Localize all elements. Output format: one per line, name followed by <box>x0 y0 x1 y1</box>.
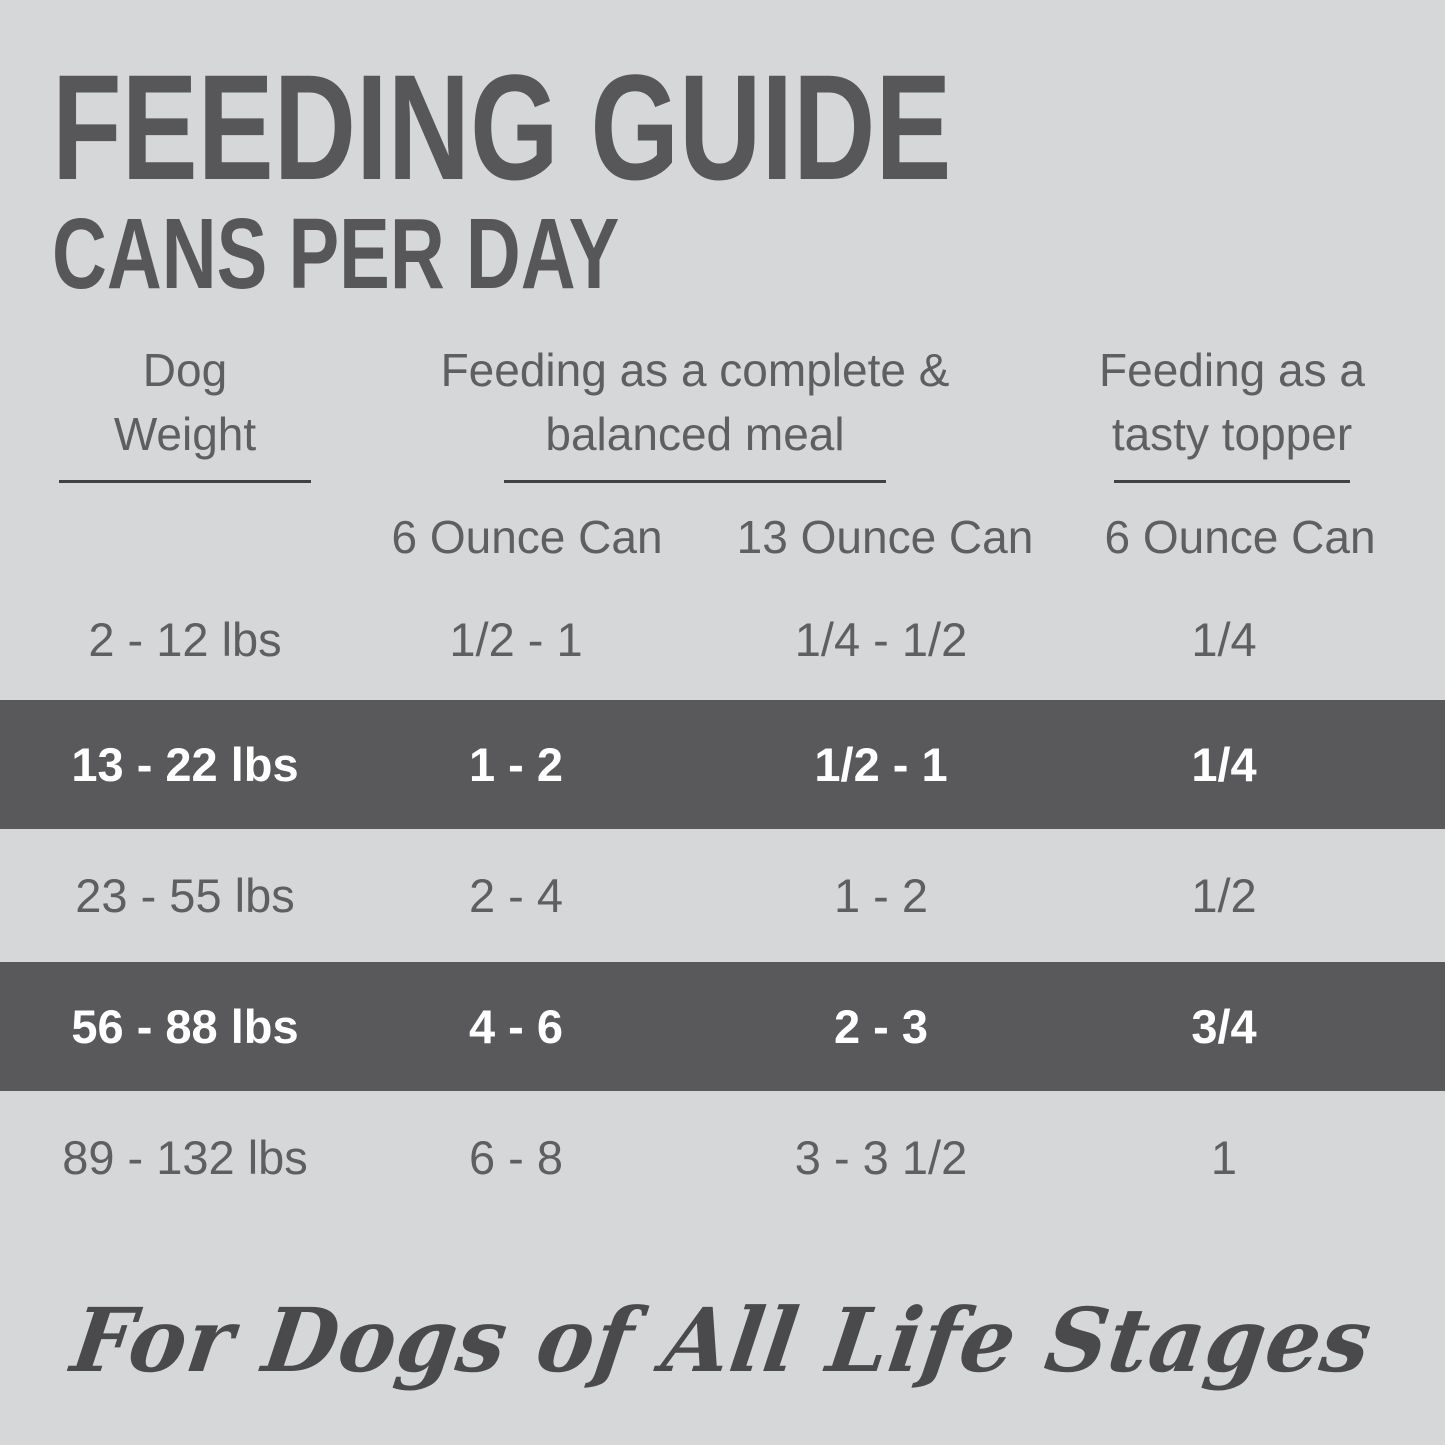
cell-6oz-topper: 1 <box>1210 1131 1238 1184</box>
cell-weight-range: 56 - 88 lbs <box>71 1000 299 1053</box>
cell-6oz-meal: 2 - 4 <box>468 869 564 922</box>
column-header-dog-weight: Dog Weight <box>0 338 370 483</box>
table-row: 2 - 12 lbs 1/2 - 1 1/4 - 1/2 1/4 <box>0 578 1445 700</box>
column-header-tasty-topper: Feeding as a tasty topper <box>1062 338 1402 483</box>
column-header-complete-meal-label: Feeding as a complete & balanced meal <box>440 344 950 460</box>
cell-6oz-meal: 4 - 6 <box>468 1000 564 1053</box>
cell-6oz-meal: 1/2 - 1 <box>449 612 583 666</box>
column-header-dog-weight-label: Dog Weight <box>113 344 257 460</box>
cell-6oz-topper: 3/4 <box>1191 1000 1257 1053</box>
cell-13oz-meal: 1/4 - 1/2 <box>794 612 968 666</box>
underline-rule <box>59 480 311 483</box>
column-header-complete-meal: Feeding as a complete & balanced meal <box>400 338 990 483</box>
cell-6oz-meal: 6 - 8 <box>468 1131 564 1184</box>
subheader-6oz-meal: 6 Ounce Can <box>391 511 663 563</box>
cell-13oz-meal: 2 - 3 <box>833 1000 929 1053</box>
underline-rule <box>504 480 886 483</box>
cell-weight-range: 89 - 132 lbs <box>62 1131 308 1184</box>
tagline-all-life-stages: For Dogs of All Life Stages <box>66 1288 1379 1392</box>
table-row-highlighted: 13 - 22 lbs 1 - 2 1/2 - 1 1/4 <box>0 700 1445 829</box>
underline-rule <box>1114 480 1350 483</box>
cell-6oz-topper: 1/4 <box>1191 612 1257 666</box>
cell-6oz-meal: 1 - 2 <box>468 738 564 791</box>
table-row-highlighted: 56 - 88 lbs 4 - 6 2 - 3 3/4 <box>0 962 1445 1091</box>
subheader-row: 6 Ounce Can 13 Ounce Can 6 Ounce Can <box>0 505 1445 569</box>
column-header-tasty-topper-label: Feeding as a tasty topper <box>1099 344 1365 460</box>
subheader-13oz-meal: 13 Ounce Can <box>736 511 1034 563</box>
cell-13oz-meal: 1 - 2 <box>833 869 929 922</box>
cell-13oz-meal: 1/2 - 1 <box>814 738 948 791</box>
cell-6oz-topper: 1/2 <box>1191 869 1257 922</box>
cell-weight-range: 2 - 12 lbs <box>88 612 282 666</box>
cell-weight-range: 13 - 22 lbs <box>71 738 299 791</box>
subheader-6oz-topper: 6 Ounce Can <box>1104 511 1376 563</box>
cell-13oz-meal: 3 - 3 1/2 <box>794 1131 968 1184</box>
footer: For Dogs of All Life Stages <box>0 1255 1445 1425</box>
cell-6oz-topper: 1/4 <box>1191 738 1257 791</box>
page-subtitle: CANS PER DAY <box>52 198 620 310</box>
cell-weight-range: 23 - 55 lbs <box>75 869 295 922</box>
table-row: 89 - 132 lbs 6 - 8 3 - 3 1/2 1 <box>0 1091 1445 1224</box>
table-row: 23 - 55 lbs 2 - 4 1 - 2 1/2 <box>0 829 1445 962</box>
page-title: FEEDING GUIDE <box>52 43 952 211</box>
